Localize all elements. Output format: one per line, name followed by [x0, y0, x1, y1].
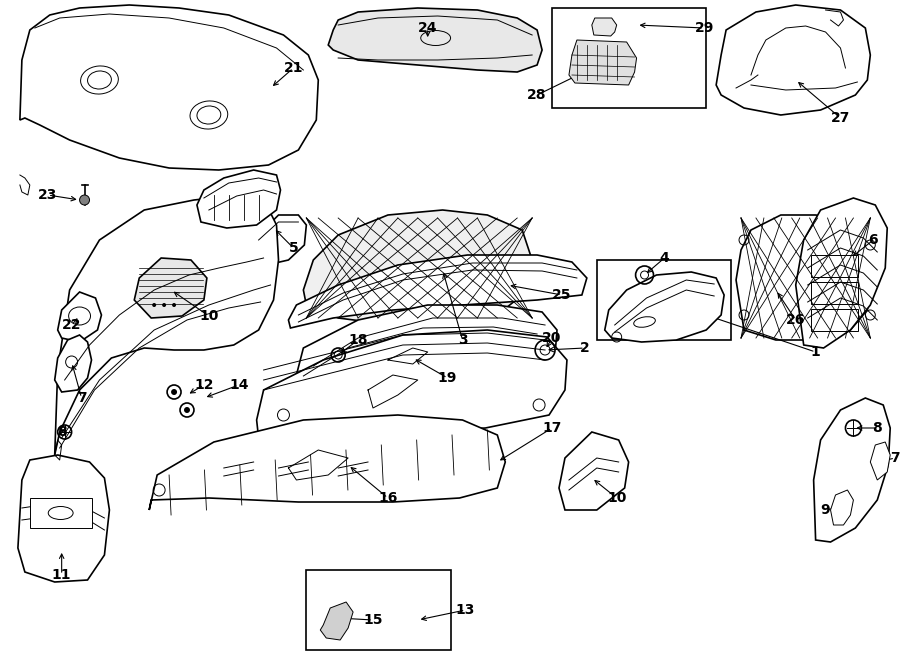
Text: 3: 3	[458, 333, 467, 347]
Text: 13: 13	[455, 603, 475, 617]
Polygon shape	[320, 602, 353, 640]
Text: 29: 29	[695, 21, 714, 35]
Text: 7: 7	[76, 391, 86, 405]
Text: 10: 10	[199, 309, 219, 323]
Text: 25: 25	[553, 288, 572, 302]
Text: 9: 9	[821, 503, 831, 517]
Circle shape	[79, 195, 89, 205]
Circle shape	[171, 389, 177, 395]
Polygon shape	[254, 215, 306, 265]
Polygon shape	[814, 398, 890, 542]
Text: 24: 24	[418, 21, 437, 35]
Text: 22: 22	[62, 318, 81, 332]
Polygon shape	[296, 305, 557, 383]
Text: 8: 8	[872, 421, 882, 435]
Polygon shape	[736, 215, 873, 340]
Polygon shape	[870, 442, 890, 480]
Text: 16: 16	[378, 491, 398, 505]
Polygon shape	[18, 455, 110, 582]
Polygon shape	[55, 335, 92, 392]
Text: 19: 19	[438, 371, 457, 385]
Text: 14: 14	[229, 378, 248, 392]
Text: 28: 28	[527, 88, 547, 102]
Polygon shape	[592, 18, 617, 36]
Polygon shape	[831, 490, 853, 525]
Text: 17: 17	[543, 421, 562, 435]
Circle shape	[172, 303, 176, 307]
Text: 18: 18	[348, 333, 368, 347]
Text: 2: 2	[580, 341, 590, 355]
Polygon shape	[20, 5, 319, 170]
Text: 27: 27	[831, 111, 850, 125]
Text: 8: 8	[57, 425, 67, 439]
Text: 15: 15	[364, 613, 382, 627]
FancyBboxPatch shape	[30, 498, 92, 528]
Polygon shape	[197, 170, 281, 228]
Circle shape	[152, 303, 157, 307]
Text: 5: 5	[289, 241, 298, 255]
Polygon shape	[149, 415, 505, 510]
Circle shape	[184, 407, 190, 413]
Polygon shape	[716, 5, 870, 115]
Polygon shape	[288, 255, 587, 328]
Circle shape	[162, 303, 166, 307]
Text: 20: 20	[543, 331, 562, 345]
Text: 1: 1	[811, 345, 821, 359]
Text: 26: 26	[786, 313, 806, 327]
Polygon shape	[134, 258, 207, 318]
Text: 12: 12	[194, 378, 213, 392]
Text: 7: 7	[890, 451, 900, 465]
Polygon shape	[328, 8, 542, 72]
Polygon shape	[303, 210, 532, 325]
Text: 10: 10	[607, 491, 626, 505]
Polygon shape	[796, 198, 887, 348]
Text: 23: 23	[38, 188, 58, 202]
Polygon shape	[256, 330, 567, 438]
Polygon shape	[55, 195, 278, 455]
Polygon shape	[58, 292, 102, 342]
Text: 21: 21	[284, 61, 303, 75]
Text: 11: 11	[52, 568, 71, 582]
Polygon shape	[605, 272, 725, 342]
Text: 4: 4	[660, 251, 670, 265]
Polygon shape	[569, 40, 636, 85]
Polygon shape	[559, 432, 628, 510]
Text: 6: 6	[868, 233, 878, 247]
